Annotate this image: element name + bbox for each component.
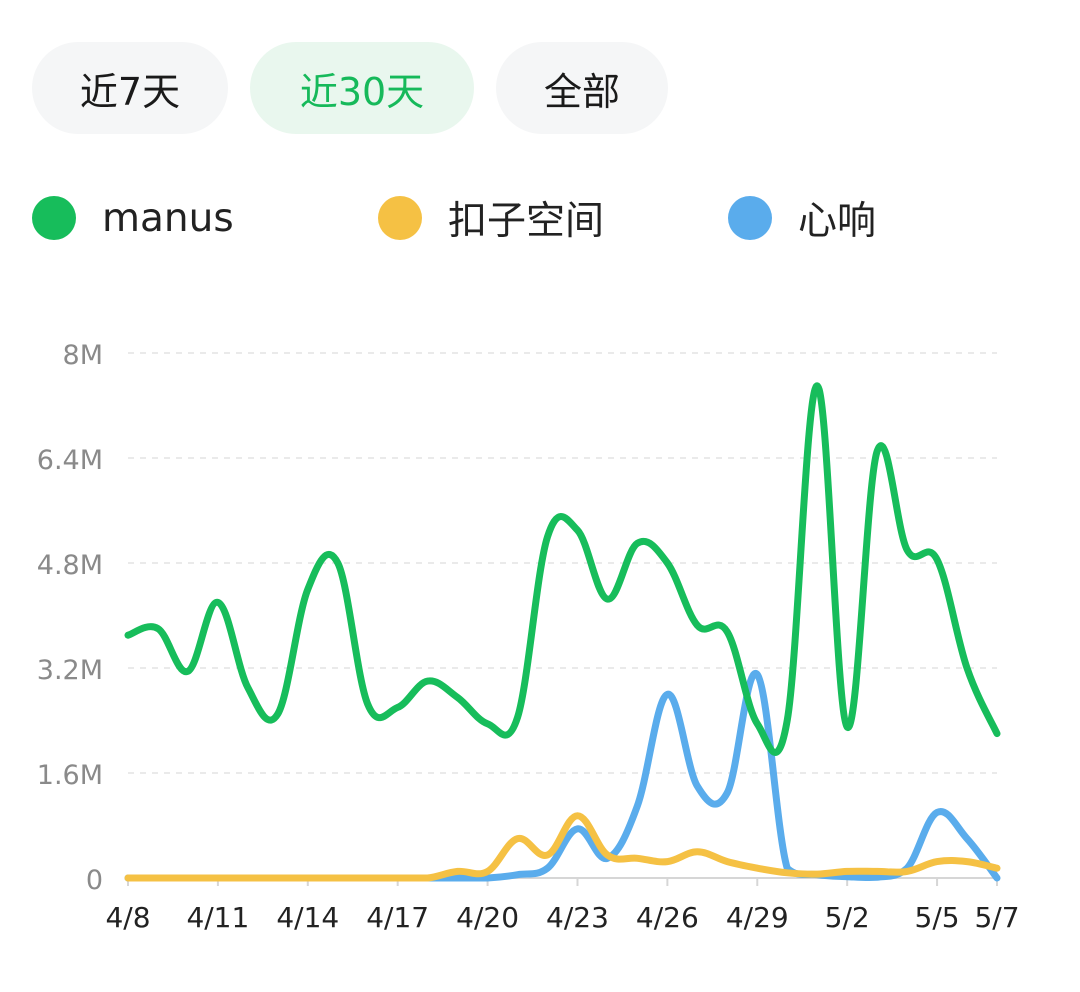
series-line-kouzi [124, 812, 1001, 882]
x-tick-label: 4/23 [546, 901, 609, 934]
legend-dot-manus-icon [32, 196, 76, 240]
tab-last-7-days[interactable]: 近7天 [32, 42, 228, 134]
x-tick-label: 4/17 [366, 901, 429, 934]
x-tick-label: 5/2 [825, 901, 870, 934]
y-tick-label: 3.2M [37, 655, 103, 686]
legend-label-xinxiang: 心响 [798, 199, 877, 244]
x-tick-label: 5/5 [915, 901, 960, 934]
y-tick-label: 0 [86, 865, 103, 896]
legend-item-xinxiang[interactable]: 心响 [728, 180, 876, 256]
legend-label-manus: manus [102, 195, 234, 241]
x-tick-label: 4/8 [105, 901, 150, 934]
x-tick-label: 4/20 [456, 901, 519, 934]
x-tick-label: 4/14 [276, 901, 339, 934]
time-range-tabs: 近7天 近30天 全部 [32, 42, 668, 134]
legend-item-manus[interactable]: manus [32, 180, 234, 256]
legend-label-kouzi: 扣子空间 [448, 199, 605, 244]
legend-dot-xinxiang-icon [728, 196, 772, 240]
x-tick-label: 5/7 [974, 901, 1019, 934]
y-tick-label: 1.6M [37, 760, 103, 791]
tab-all[interactable]: 全部 [496, 42, 668, 134]
x-tick-label: 4/11 [186, 901, 249, 934]
y-tick-label: 8M [63, 340, 103, 371]
legend-item-kouzi[interactable]: 扣子空间 [378, 180, 604, 256]
tab-last-30-days[interactable]: 近30天 [250, 42, 474, 134]
series-line-manus [124, 382, 1001, 756]
chart-legend: manus 扣子空间 心响 [0, 180, 1080, 256]
x-tick-label: 4/29 [726, 901, 789, 934]
y-tick-label: 4.8M [37, 550, 103, 581]
y-tick-label: 6.4M [37, 445, 103, 476]
legend-dot-kouzi-icon [378, 196, 422, 240]
x-tick-label: 4/26 [636, 901, 699, 934]
